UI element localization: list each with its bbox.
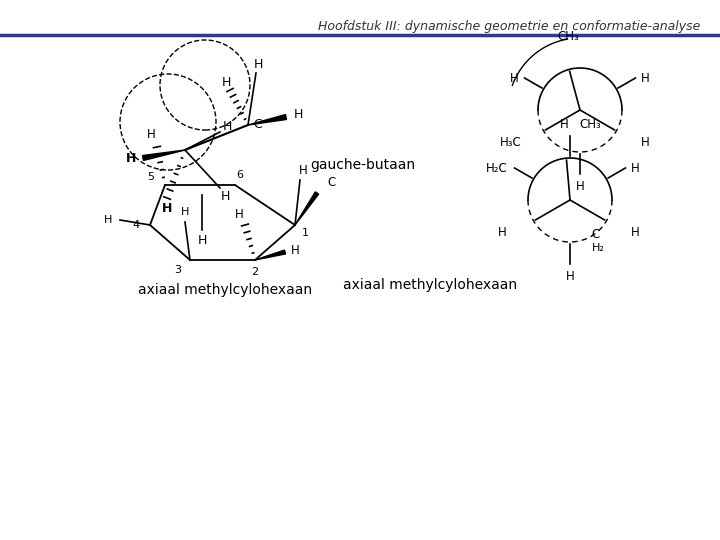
Text: H: H [197,233,207,246]
Text: H: H [220,190,230,202]
Text: H: H [253,58,263,71]
Text: H: H [293,109,302,122]
Polygon shape [248,114,287,125]
Text: H₂C: H₂C [486,161,508,174]
Text: H: H [498,226,507,239]
Text: axiaal methylcylohexaan: axiaal methylcylohexaan [343,278,517,292]
Text: H: H [221,77,230,90]
Text: gauche-butaan: gauche-butaan [310,158,415,172]
Text: H: H [631,226,640,239]
Polygon shape [295,192,319,225]
Text: 3: 3 [174,265,181,275]
Polygon shape [255,250,286,260]
Text: CH₃: CH₃ [557,30,580,43]
Polygon shape [143,150,185,160]
Text: H: H [291,244,300,256]
Text: 5: 5 [148,172,155,182]
Text: CH₃: CH₃ [579,118,601,131]
Text: H: H [147,129,156,141]
Text: C: C [253,118,262,132]
Text: H: H [575,179,585,192]
Text: H: H [510,71,519,84]
Text: C: C [327,177,336,190]
Text: H: H [222,119,232,132]
Text: 1: 1 [302,228,308,238]
Text: H: H [104,215,112,225]
Text: H: H [299,164,307,177]
Text: axiaal methylcylohexaan: axiaal methylcylohexaan [138,283,312,297]
Text: C: C [591,228,599,241]
Text: H: H [181,207,189,217]
Text: H: H [162,201,172,214]
Text: H: H [566,269,575,282]
Text: H₂: H₂ [592,243,604,253]
Text: H: H [641,136,650,148]
Text: H: H [631,161,640,174]
Text: H₃C: H₃C [500,136,521,148]
Text: 2: 2 [251,267,258,277]
Text: H: H [560,118,569,131]
Text: H: H [641,71,650,84]
Text: H: H [126,152,136,165]
Text: H: H [235,207,243,220]
Text: 6: 6 [236,170,243,180]
Text: 4: 4 [132,220,140,230]
Text: Hoofdstuk III: dynamische geometrie en conformatie-analyse: Hoofdstuk III: dynamische geometrie en c… [318,20,700,33]
